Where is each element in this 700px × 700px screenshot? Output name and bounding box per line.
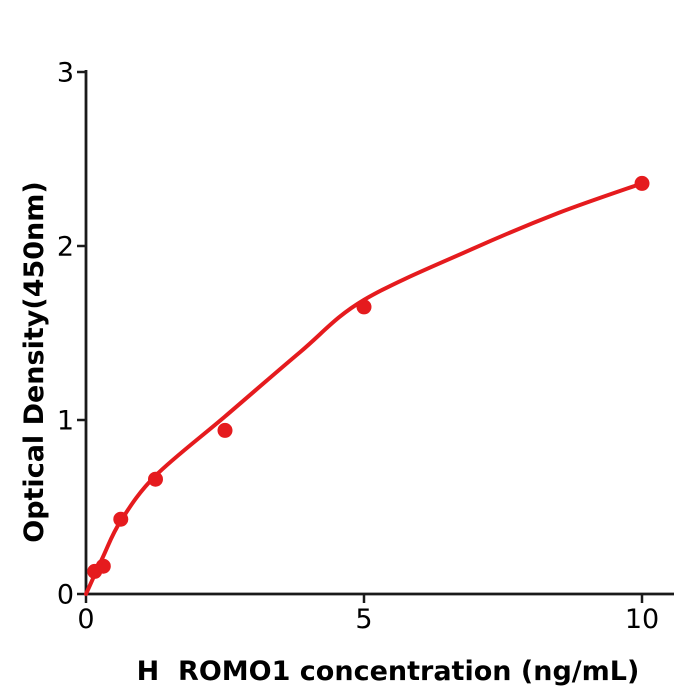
data-point-marker <box>217 422 233 438</box>
axis-tick-labels: 0 5 10 0 1 2 3 <box>57 58 659 636</box>
x-tick-label: 5 <box>355 604 372 635</box>
standard-data-points <box>87 175 650 579</box>
axis-ticks <box>77 70 644 603</box>
x-tick-label: 10 <box>625 604 659 635</box>
data-point-marker <box>148 471 163 487</box>
y-tick-label: 1 <box>57 406 74 437</box>
axes <box>84 70 674 596</box>
y-tick-label: 3 <box>57 58 74 89</box>
y-axis-label: Optical Density(450nm) <box>19 181 50 543</box>
y-tick-label: 2 <box>57 232 74 263</box>
y-tick-label: 0 <box>57 580 74 611</box>
x-tick-label: 0 <box>77 604 94 635</box>
x-axis-label: H ROMO1 concentration (ng/mL) <box>137 656 640 687</box>
data-series <box>84 175 650 596</box>
fitted-curve <box>84 181 644 596</box>
